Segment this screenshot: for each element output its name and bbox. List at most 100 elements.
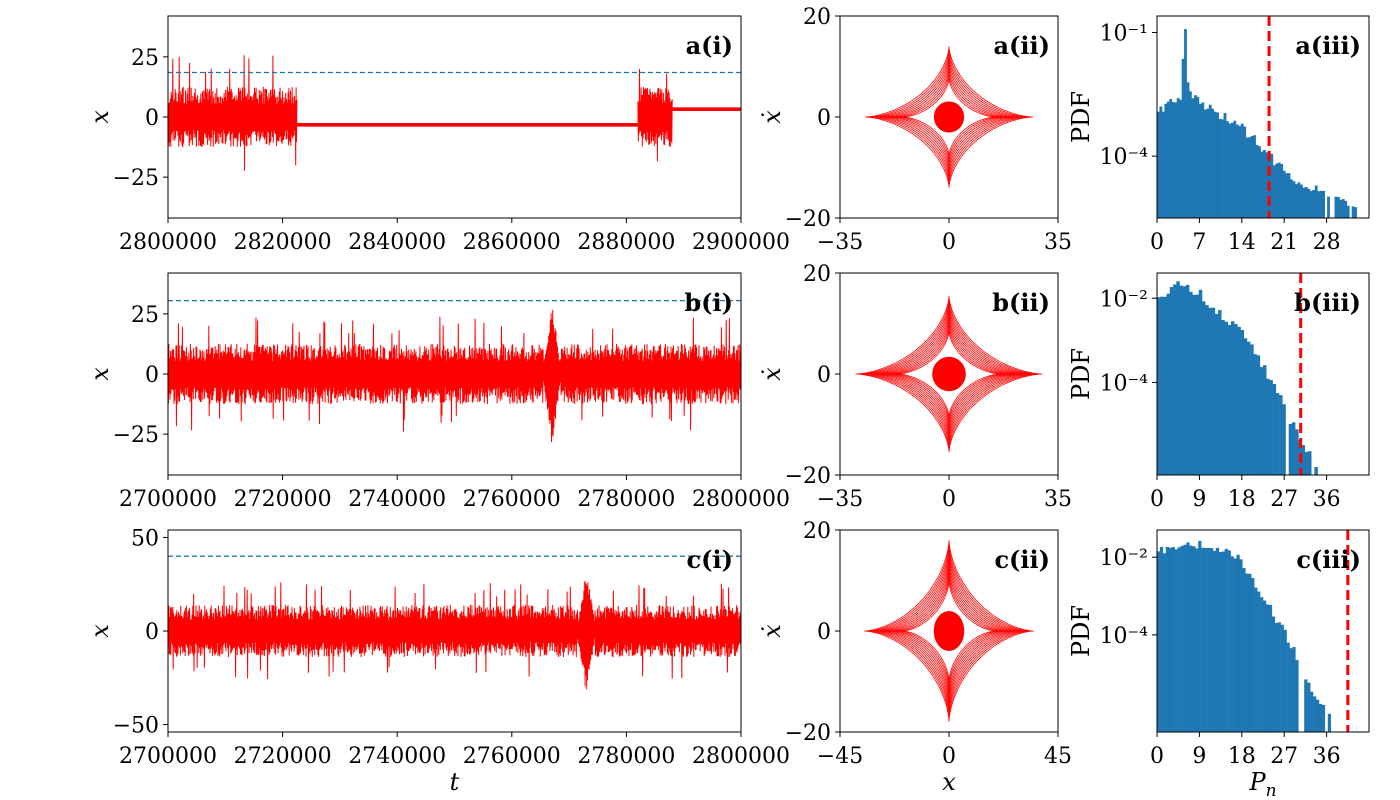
histogram-bar [1260, 151, 1264, 218]
histogram-bar [1292, 181, 1296, 218]
histogram-bar [1165, 546, 1169, 732]
histogram-bar [1272, 384, 1277, 475]
y-tick-label: 0 [817, 620, 831, 645]
histogram-bar [1157, 297, 1161, 475]
histogram-bar [1265, 604, 1270, 732]
histogram-bar [1216, 112, 1219, 218]
panel-b-i: 2700000 2720000 2740000 2760000 2780000 28000… [86, 272, 790, 512]
histogram-bar [1201, 102, 1205, 218]
histogram-bar [1211, 307, 1216, 475]
histogram-bar [1263, 600, 1267, 732]
histogram-bar [1260, 597, 1264, 732]
histogram-bar [1176, 281, 1180, 475]
signal-trace [637, 68, 673, 162]
phase-trajectory [902, 78, 996, 156]
panel-label: c(ii) [994, 545, 1050, 574]
histogram-bar [1245, 573, 1249, 732]
histogram-bar [1169, 99, 1173, 218]
histogram-bar [1208, 307, 1212, 475]
histogram-bar [1346, 205, 1350, 218]
phase-trajectory [886, 321, 1012, 427]
histogram-bar [1240, 329, 1244, 475]
y-tick-label: −25 [113, 423, 159, 448]
x-tick-label: 2820000 [234, 230, 332, 255]
y-tick-label: 0 [145, 620, 159, 645]
panel-label: b(iii) [1294, 288, 1361, 317]
histogram-bar [1159, 106, 1163, 218]
histogram-bar [1179, 99, 1182, 218]
histogram-bar [1269, 380, 1273, 475]
phase-trajectory [902, 581, 996, 681]
histogram-bar [1287, 173, 1291, 218]
histogram-bar [1339, 199, 1343, 218]
phase-trajectory [885, 562, 1013, 700]
histogram-bar [1238, 126, 1242, 218]
histogram-bar [1245, 137, 1249, 218]
histogram-bar [1211, 108, 1214, 218]
axes-frame [1156, 272, 1370, 476]
histogram-bar [1195, 548, 1199, 732]
phase-core [933, 611, 965, 651]
x-tick-label: 9 [1192, 744, 1206, 769]
histogram-bar [1286, 642, 1290, 732]
y-tick-label: −20 [785, 464, 831, 489]
histogram-bar [1186, 542, 1190, 732]
histogram-bar [1254, 587, 1258, 732]
histogram-bar [1184, 29, 1187, 218]
histogram-bar [1183, 544, 1187, 732]
histogram-bar [1243, 338, 1248, 475]
y-axis-label: ẋ [758, 110, 786, 124]
histogram-bar [1195, 294, 1199, 475]
histogram-bar [1248, 573, 1252, 732]
x-tick-label: 2740000 [348, 487, 446, 512]
x-tick-label: 2800000 [119, 230, 217, 255]
phase-trajectory [882, 318, 1016, 430]
phase-trajectory [869, 49, 1029, 185]
phase-trajectory [892, 569, 1006, 693]
histogram-bar [1174, 549, 1178, 732]
x-tick-label: 36 [1313, 744, 1341, 769]
histogram-bar [1295, 184, 1298, 218]
histogram-bar [1224, 321, 1228, 475]
phase-trajectory [893, 327, 1005, 421]
histogram-bar [1297, 182, 1301, 218]
histogram-bar [1351, 206, 1355, 218]
histogram-bar [1218, 310, 1222, 475]
y-tick-label: −20 [785, 721, 831, 746]
x-tick-label: −45 [817, 744, 863, 769]
histogram-bar [1259, 367, 1264, 475]
histogram-bar [1271, 616, 1275, 732]
histogram-bar [1327, 196, 1330, 218]
panel-a-iii: 0 7 14 21 28 10⁻¹ 10⁻⁴ a(iii) PDF [1067, 15, 1370, 255]
x-tick-label: 2900000 [692, 230, 790, 255]
histogram-bar [1160, 296, 1164, 475]
y-tick-label: −20 [785, 207, 831, 232]
y-axis-label: PDF [1067, 91, 1095, 143]
histogram-bar [1203, 109, 1207, 218]
histogram-bar [1226, 121, 1229, 218]
x-tick-label: 9 [1192, 487, 1206, 512]
histogram-bar [1182, 286, 1187, 475]
histogram-bar [1263, 149, 1266, 218]
histogram-bar [1164, 103, 1168, 218]
phase-trajectory [864, 46, 1034, 188]
x-tick-label: 45 [1044, 744, 1072, 769]
x-tick-label: 2740000 [348, 744, 446, 769]
x-tick-label: 0 [942, 230, 956, 255]
signal-band [672, 107, 741, 111]
histogram-bar [1295, 660, 1299, 732]
histogram-bar [1250, 136, 1254, 218]
phase-trajectory [881, 558, 1017, 704]
y-axis-label: PDF [1067, 348, 1095, 400]
panel-label: c(i) [687, 545, 733, 574]
histogram-bar [1344, 200, 1348, 218]
x-tick-label: 0 [1150, 230, 1164, 255]
x-tick-label: 35 [1044, 230, 1072, 255]
phase-trajectory [867, 543, 1031, 719]
panel-label: a(ii) [994, 31, 1051, 60]
histogram-bar [1263, 365, 1267, 475]
histogram-bar [1317, 191, 1320, 218]
histogram-bar [1204, 547, 1208, 732]
histogram-bar [1234, 324, 1238, 475]
histogram-bar [1255, 145, 1259, 218]
